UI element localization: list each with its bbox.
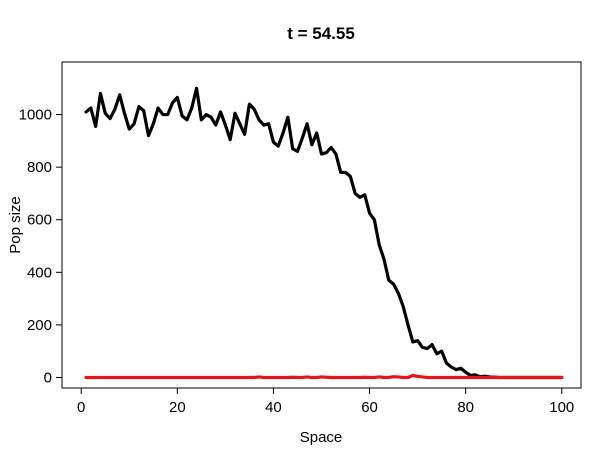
y-tick-label: 200 bbox=[27, 317, 52, 334]
series-line-1 bbox=[84, 86, 564, 380]
y-tick-label: 0 bbox=[44, 369, 52, 386]
series-layer bbox=[84, 86, 564, 380]
x-axis-label: Space bbox=[300, 429, 343, 446]
x-tick-label: 60 bbox=[361, 399, 378, 416]
chart-title: t = 54.55 bbox=[287, 24, 355, 43]
plot-frame bbox=[61, 61, 582, 389]
y-tick-label: 600 bbox=[27, 212, 52, 229]
y-tick-label: 400 bbox=[27, 264, 52, 281]
y-axis: 0 200 400 600 800 1000 bbox=[19, 107, 62, 386]
x-tick-label: 100 bbox=[549, 399, 574, 416]
x-tick-label: 20 bbox=[169, 399, 186, 416]
x-tick-label: 40 bbox=[265, 399, 282, 416]
y-tick-label: 800 bbox=[27, 159, 52, 176]
y-tick-label: 1000 bbox=[19, 107, 52, 124]
series-line-2 bbox=[84, 373, 564, 380]
x-tick-label: 0 bbox=[77, 399, 85, 416]
x-axis: 0 20 40 60 80 100 bbox=[77, 388, 574, 416]
y-axis-label: Pop size bbox=[7, 196, 24, 254]
x-tick-label: 80 bbox=[457, 399, 474, 416]
